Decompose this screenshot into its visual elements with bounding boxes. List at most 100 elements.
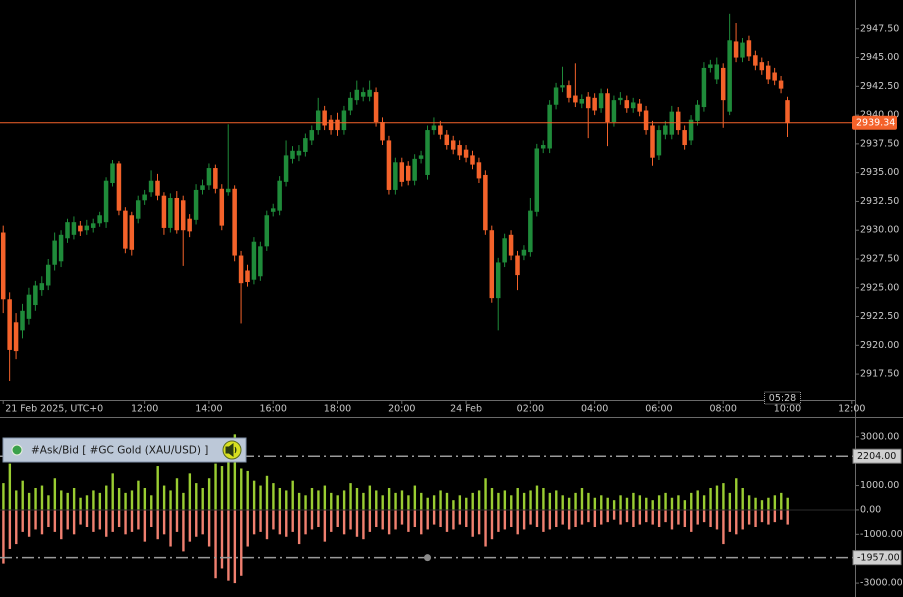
histogram-bar — [593, 509, 597, 528]
histogram-bar — [600, 509, 603, 525]
histogram-bar — [291, 509, 294, 532]
x-tick-label: 16:00 — [260, 404, 287, 415]
candle-body — [720, 67, 726, 101]
histogram-bar — [227, 461, 230, 510]
histogram-bar — [188, 473, 192, 510]
histogram-bar — [567, 497, 571, 510]
legend-box — [2, 437, 247, 463]
histogram-bar — [336, 509, 339, 528]
histogram-bar — [304, 495, 307, 510]
candle-body — [0, 232, 6, 300]
candle-body — [65, 222, 70, 239]
histogram-bar — [323, 485, 327, 510]
candle-body — [733, 41, 739, 58]
histogram-bar — [477, 509, 481, 535]
histogram-bar — [542, 487, 545, 510]
histogram-bar — [111, 473, 114, 510]
candle-body — [508, 234, 514, 256]
histogram-bar — [426, 497, 429, 510]
histogram-bar — [741, 509, 744, 530]
status-icon[interactable] — [11, 444, 23, 456]
y-tick-label: -3000.00 — [860, 578, 903, 589]
candle-body — [656, 130, 662, 156]
histogram-bar — [619, 509, 622, 525]
histogram-bar — [645, 509, 648, 523]
candle-body — [495, 262, 501, 299]
candle-body — [322, 110, 327, 126]
histogram-bar — [375, 490, 378, 510]
histogram-bar — [735, 478, 738, 510]
histogram-bar — [175, 509, 179, 532]
candle-body — [630, 102, 636, 109]
candle-body — [573, 95, 578, 103]
candle-body — [708, 64, 713, 68]
candle-body — [225, 188, 231, 193]
histogram-bar — [240, 509, 243, 576]
candle-body — [598, 93, 604, 109]
histogram-bar — [773, 495, 777, 510]
histogram-bar — [715, 485, 719, 510]
histogram-bar — [330, 492, 333, 510]
histogram-bar — [683, 509, 687, 528]
histogram-bar — [664, 492, 667, 510]
histogram-bar — [452, 509, 455, 530]
histogram-bar — [195, 509, 198, 537]
candle-body — [20, 310, 25, 331]
candle-body — [245, 270, 250, 283]
candle-body — [354, 89, 360, 101]
countdown-box — [764, 391, 801, 405]
y-tick-label: 2932.50 — [860, 196, 899, 207]
x-tick-label: 18:00 — [324, 404, 351, 415]
candle-body — [116, 163, 122, 211]
histogram-bar — [195, 483, 198, 510]
candle-body — [688, 119, 694, 141]
y-tick-label: 2935.00 — [860, 167, 899, 178]
y-tick-label: 2945.00 — [860, 52, 899, 63]
candle-body — [213, 168, 218, 189]
y-tick-label: 2920.00 — [860, 340, 899, 351]
candle-body — [58, 234, 64, 262]
histogram-bar — [690, 509, 693, 532]
candle-body — [52, 240, 57, 265]
candle-body — [103, 180, 109, 223]
candle-body — [778, 80, 784, 89]
histogram-bar — [34, 487, 37, 510]
level-tag — [852, 448, 902, 464]
histogram-bar — [638, 509, 642, 525]
histogram-bar — [387, 509, 391, 535]
candle-body — [727, 40, 732, 112]
histogram-bar — [278, 509, 282, 535]
histogram-bar — [66, 492, 69, 510]
histogram-bar — [420, 492, 423, 510]
histogram-bar — [413, 485, 417, 510]
histogram-bar — [323, 509, 327, 542]
histogram-bar — [182, 509, 185, 552]
candle-body — [328, 119, 334, 131]
histogram-bar — [156, 509, 159, 540]
candle-body — [785, 100, 790, 124]
candle-body — [45, 264, 51, 286]
histogram-bar — [252, 480, 256, 510]
histogram-bar — [272, 483, 275, 510]
histogram-bar — [458, 495, 462, 510]
histogram-bar — [92, 490, 95, 510]
candle-body — [386, 140, 392, 190]
histogram-bar — [696, 490, 699, 510]
histogram-bar — [21, 480, 24, 510]
candle-body — [251, 241, 257, 280]
candle-body — [483, 174, 488, 231]
histogram-bar — [645, 497, 648, 510]
histogram-bar — [150, 509, 153, 528]
histogram-bar — [657, 495, 661, 510]
histogram-bar — [355, 509, 359, 537]
level-label: -1957.00 — [857, 553, 900, 564]
histogram-bar — [2, 483, 5, 510]
histogram-bar — [439, 509, 442, 528]
candle-body — [39, 283, 45, 291]
candle-body — [663, 125, 668, 135]
histogram-bar — [767, 509, 770, 525]
histogram-bar — [458, 509, 462, 525]
histogram-bar — [445, 492, 449, 510]
histogram-bar — [130, 509, 134, 532]
histogram-bar — [741, 487, 744, 510]
